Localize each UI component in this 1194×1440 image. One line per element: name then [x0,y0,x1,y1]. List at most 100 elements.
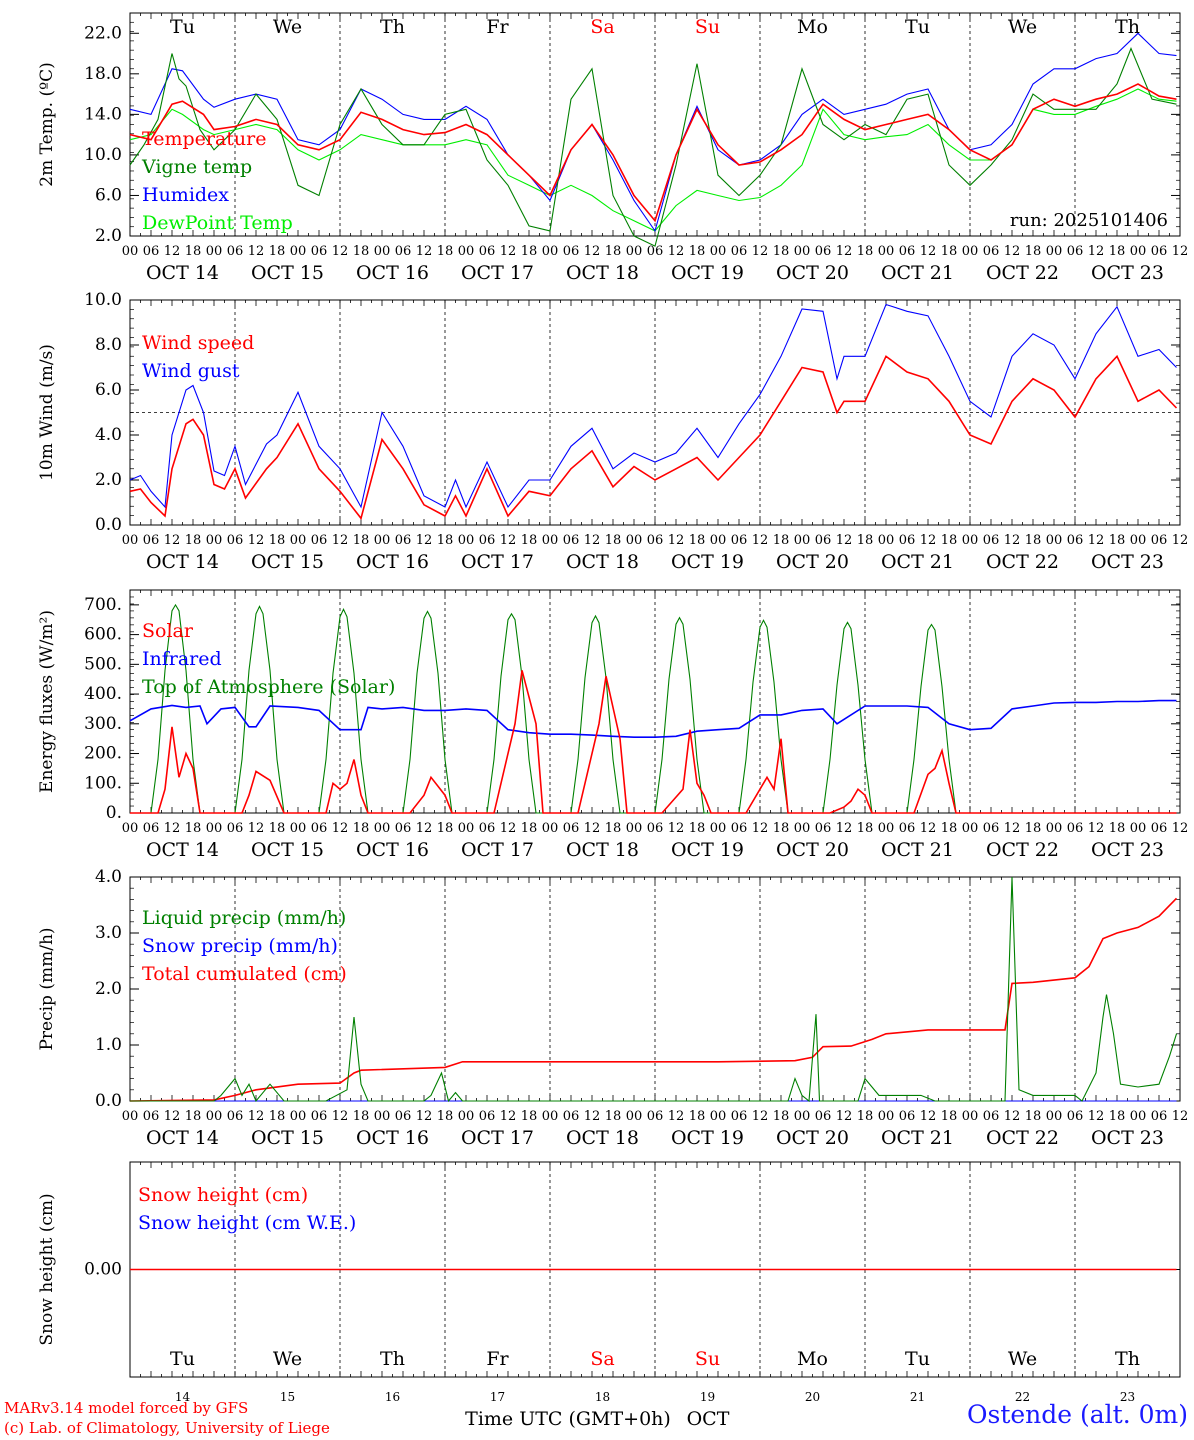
hour-label: 00 [290,533,307,548]
hour-label: 18 [941,821,958,836]
date-label: OCT 18 [566,1127,639,1149]
hour-label: 18 [269,244,286,259]
hour-label: 18 [605,1109,622,1124]
hour-label: 12 [332,1109,349,1124]
panel-precip [129,876,1181,1103]
hour-label: 00 [1046,1109,1063,1124]
series-line-solar [130,670,1177,814]
hour-label: 06 [731,244,748,259]
hour-label: 18 [857,1109,874,1124]
date-label: OCT 20 [776,1127,849,1149]
lab-credit: (c) Lab. of Climatology, University of L… [4,1419,330,1437]
hour-label: 00 [206,821,223,836]
hour-label: 18 [773,1109,790,1124]
weekday-label: We [1008,1348,1037,1370]
hour-label: 12 [248,1109,265,1124]
hour-label: 12 [248,821,265,836]
hour-label: 00 [878,1109,895,1124]
hour-label: 00 [374,533,391,548]
hour-label: 18 [521,244,538,259]
hour-label: 12 [752,244,769,259]
hour-label: 18 [521,1109,538,1124]
legend-entry: Vigne temp [141,156,252,178]
date-label: OCT 21 [881,1127,954,1149]
hour-label: 12 [920,533,937,548]
hour-label: 06 [983,821,1000,836]
series-line-humidex [129,32,1177,233]
hour-label: 06 [563,1109,580,1124]
y-tick-label: 6.0 [95,185,122,205]
y-tick-label: 300. [84,714,122,734]
hour-label: 12 [668,821,685,836]
date-label: OCT 14 [146,262,219,284]
hour-label: 00 [374,821,391,836]
hour-label: 00 [1046,244,1063,259]
y-tick-label: 10.0 [84,145,122,165]
hour-label: 06 [899,1109,916,1124]
hour-label: 00 [458,533,475,548]
date-label: OCT 23 [1091,262,1164,284]
hour-label: 12 [1088,533,1105,548]
y-tick-label: 2.0 [95,470,122,490]
hour-label: 00 [458,244,475,259]
hour-label: 06 [227,533,244,548]
y-tick-label: 0.0 [95,1091,122,1111]
day-number: 20 [805,1390,820,1404]
hour-label: 00 [1046,533,1063,548]
y-tick-label: 500. [84,654,122,674]
y-tick-label: 200. [84,744,122,764]
hour-label: 06 [815,533,832,548]
hour-label: 00 [710,1109,727,1124]
hour-label: 00 [122,244,139,259]
hour-label: 18 [1109,533,1126,548]
hour-label: 06 [1151,244,1168,259]
hour-label: 06 [899,533,916,548]
hour-label: 06 [1067,533,1084,548]
hour-label: 00 [626,533,643,548]
hour-label: 12 [1172,533,1189,548]
hour-label: 18 [269,533,286,548]
legend-entry: Top of Atmosphere (Solar) [142,676,395,698]
hour-label: 12 [668,1109,685,1124]
weekday-label: Mo [797,16,828,38]
hour-label: 18 [857,533,874,548]
hour-label: 12 [920,821,937,836]
hour-label: 12 [920,244,937,259]
hour-label: 12 [1004,821,1021,836]
hour-label: 06 [647,533,664,548]
hour-label: 00 [290,1109,307,1124]
hour-label: 12 [584,1109,601,1124]
weekday-label: Mo [797,1348,828,1370]
x-axis-month: OCT [687,1408,730,1430]
day-number: 17 [490,1390,505,1404]
hour-label: 06 [1151,533,1168,548]
hour-label: 18 [437,1109,454,1124]
legend-entry: Total cumulated (cm) [142,963,347,985]
hour-label: 06 [479,1109,496,1124]
panel-temp [129,12,1181,247]
date-label: OCT 20 [776,839,849,861]
date-label: OCT 17 [461,839,534,861]
date-label: OCT 15 [251,551,324,573]
legend-entry: Infrared [142,648,222,670]
weekday-label: Tu [905,1348,930,1370]
date-label: OCT 17 [461,551,534,573]
hour-label: 12 [584,244,601,259]
hour-label: 18 [185,244,202,259]
hour-label: 12 [416,821,433,836]
hour-label: 12 [500,1109,517,1124]
date-label: OCT 14 [146,1127,219,1149]
series-line-vigne-temp [129,47,1177,247]
hour-label: 00 [710,244,727,259]
hour-label: 18 [605,821,622,836]
legend-entry: Snow precip (mm/h) [142,935,338,957]
legend-entry: DewPoint Temp [142,212,293,234]
hour-label: 06 [311,533,328,548]
hour-label: 06 [899,244,916,259]
hour-label: 06 [815,821,832,836]
series-line-liquid-precip-mm-h [130,876,1178,1103]
hour-label: 12 [752,821,769,836]
hour-label: 06 [815,1109,832,1124]
hour-label: 12 [584,821,601,836]
